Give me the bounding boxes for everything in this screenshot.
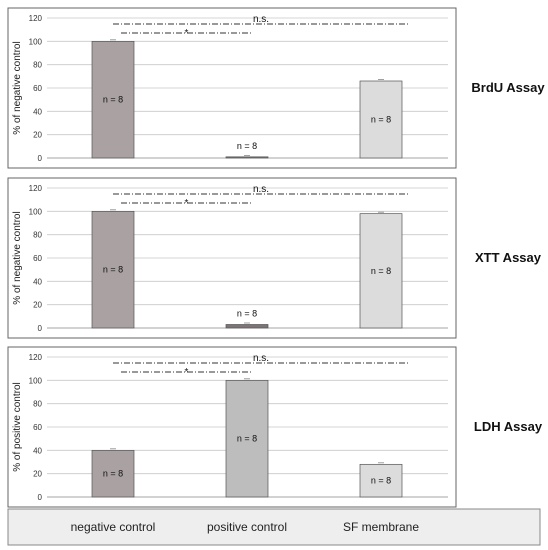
bar-sf-membrane	[359, 80, 403, 159]
assay-label: LDH Assay	[474, 419, 543, 434]
y-tick-label: 20	[33, 301, 42, 310]
bar-positive-control	[225, 156, 269, 159]
bar-negative-control	[91, 40, 135, 159]
y-tick-label: 100	[29, 376, 43, 385]
bar-positive-control	[225, 324, 269, 329]
y-tick-label: 40	[33, 107, 42, 116]
panel-brdu-assay: 0 20 40 60 80 100 120 % of negative control n = …	[7, 7, 545, 169]
sample-size-label: n = 8	[103, 469, 123, 479]
y-tick-label: 40	[33, 277, 42, 286]
y-tick-label: 60	[33, 254, 42, 263]
bar-positive-control	[225, 379, 269, 498]
panels: 0 20 40 60 80 100 120 % of negative control n = …	[7, 7, 545, 508]
significance-label: *	[185, 198, 189, 209]
y-tick-label: 60	[33, 84, 42, 93]
panel-xtt-assay: 0 20 40 60 80 100 120 % of negative control n = …	[7, 177, 542, 339]
sample-size-label: n = 8	[237, 309, 257, 319]
y-tick-label: 0	[38, 154, 43, 163]
y-tick-label: 20	[33, 470, 42, 479]
assay-label: XTT Assay	[475, 250, 542, 265]
y-axis-label: % of positive control	[12, 382, 23, 472]
y-tick-label: 0	[38, 324, 43, 333]
sample-size-label: n = 8	[237, 141, 257, 151]
category-legend: negative control positive control SF membr…	[7, 508, 541, 546]
sample-size-label: n = 8	[371, 266, 391, 276]
significance-label: n.s.	[253, 184, 269, 195]
y-tick-label: 80	[33, 231, 42, 240]
category-label-sf-membrane: SF membrane	[343, 520, 419, 534]
y-tick-label: 100	[29, 37, 43, 46]
bar-negative-control	[91, 210, 135, 329]
sample-size-label: n = 8	[103, 95, 123, 105]
assay-label: BrdU Assay	[471, 80, 545, 95]
panel-ldh-assay: 0 20 40 60 80 100 120 % of positive control n = …	[7, 346, 543, 508]
y-tick-label: 100	[29, 207, 43, 216]
bar-sf-membrane	[359, 213, 403, 329]
y-tick-label: 120	[29, 353, 43, 362]
category-label-positive-control: positive control	[207, 520, 287, 534]
y-axis-label: % of negative control	[12, 211, 23, 304]
y-tick-label: 80	[33, 400, 42, 409]
bar-sf-membrane	[359, 463, 403, 498]
sample-size-label: n = 8	[371, 115, 391, 125]
sample-size-label: n = 8	[103, 265, 123, 275]
sample-size-label: n = 8	[237, 434, 257, 444]
y-tick-label: 120	[29, 14, 43, 23]
significance-label: n.s.	[253, 14, 269, 25]
significance-label: *	[185, 367, 189, 378]
y-tick-label: 0	[38, 493, 43, 502]
y-tick-label: 60	[33, 423, 42, 432]
y-axis-label: % of negative control	[12, 41, 23, 134]
significance-label: n.s.	[253, 353, 269, 364]
significance-label: *	[185, 28, 189, 39]
bar-negative-control	[91, 449, 135, 498]
y-tick-label: 20	[33, 131, 42, 140]
y-tick-label: 40	[33, 446, 42, 455]
legend-box	[7, 508, 541, 546]
y-tick-label: 80	[33, 61, 42, 70]
category-label-negative-control: negative control	[71, 520, 156, 534]
y-tick-label: 120	[29, 184, 43, 193]
sample-size-label: n = 8	[371, 476, 391, 486]
